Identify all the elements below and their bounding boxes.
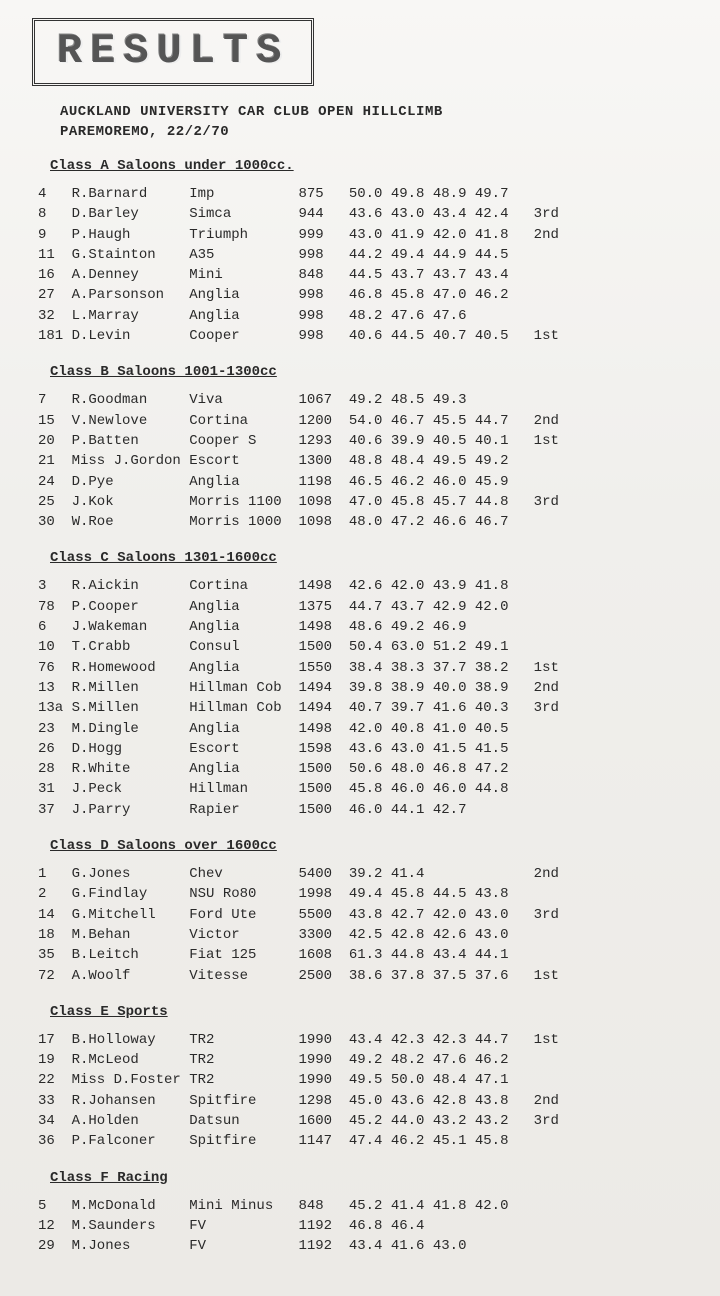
result-row: 13a S.Millen Hillman Cob 1494 40.7 39.7 … (38, 698, 688, 718)
result-row: 12 M.Saunders FV 1192 46.8 46.4 (38, 1216, 688, 1236)
class-header: Class E Sports (50, 1004, 688, 1020)
result-row: 10 T.Crabb Consul 1500 50.4 63.0 51.2 49… (38, 637, 688, 657)
sheet: RESULTS AUCKLAND UNIVERSITY CAR CLUB OPE… (0, 0, 720, 1296)
result-row: 35 B.Leitch Fiat 125 1608 61.3 44.8 43.4… (38, 945, 688, 965)
result-row: 34 A.Holden Datsun 1600 45.2 44.0 43.2 4… (38, 1111, 688, 1131)
results-body: Class A Saloons under 1000cc. 4 R.Barnard… (32, 158, 688, 1256)
result-row: 31 J.Peck Hillman 1500 45.8 46.0 46.0 44… (38, 779, 688, 799)
class-header: Class C Saloons 1301-1600cc (50, 550, 688, 566)
result-row: 8 D.Barley Simca 944 43.6 43.0 43.4 42.4… (38, 204, 688, 224)
class-header: Class F Racing (50, 1170, 688, 1186)
result-row: 9 P.Haugh Triumph 999 43.0 41.9 42.0 41.… (38, 225, 688, 245)
event-title: AUCKLAND UNIVERSITY CAR CLUB OPEN HILLCL… (60, 104, 688, 120)
result-row: 181 D.Levin Cooper 998 40.6 44.5 40.7 40… (38, 326, 688, 346)
result-row: 5 M.McDonald Mini Minus 848 45.2 41.4 41… (38, 1196, 688, 1216)
result-row: 13 R.Millen Hillman Cob 1494 39.8 38.9 4… (38, 678, 688, 698)
result-row: 22 Miss D.Foster TR2 1990 49.5 50.0 48.4… (38, 1070, 688, 1090)
result-row: 3 R.Aickin Cortina 1498 42.6 42.0 43.9 4… (38, 576, 688, 596)
result-row: 19 R.McLeod TR2 1990 49.2 48.2 47.6 46.2 (38, 1050, 688, 1070)
class-header: Class D Saloons over 1600cc (50, 838, 688, 854)
result-row: 24 D.Pye Anglia 1198 46.5 46.2 46.0 45.9 (38, 472, 688, 492)
result-row: 32 L.Marray Anglia 998 48.2 47.6 47.6 (38, 306, 688, 326)
result-row: 15 V.Newlove Cortina 1200 54.0 46.7 45.5… (38, 411, 688, 431)
result-row: 16 A.Denney Mini 848 44.5 43.7 43.7 43.4 (38, 265, 688, 285)
result-row: 14 G.Mitchell Ford Ute 5500 43.8 42.7 42… (38, 905, 688, 925)
result-row: 2 G.Findlay NSU Ro80 1998 49.4 45.8 44.5… (38, 884, 688, 904)
result-row: 33 R.Johansen Spitfire 1298 45.0 43.6 42… (38, 1091, 688, 1111)
result-row: 37 J.Parry Rapier 1500 46.0 44.1 42.7 (38, 800, 688, 820)
result-row: 7 R.Goodman Viva 1067 49.2 48.5 49.3 (38, 390, 688, 410)
result-row: 29 M.Jones FV 1192 43.4 41.6 43.0 (38, 1236, 688, 1256)
result-row: 76 R.Homewood Anglia 1550 38.4 38.3 37.7… (38, 658, 688, 678)
result-row: 20 P.Batten Cooper S 1293 40.6 39.9 40.5… (38, 431, 688, 451)
page-title: RESULTS (57, 27, 289, 75)
result-row: 30 W.Roe Morris 1000 1098 48.0 47.2 46.6… (38, 512, 688, 532)
class-header: Class B Saloons 1001-1300cc (50, 364, 688, 380)
result-row: 6 J.Wakeman Anglia 1498 48.6 49.2 46.9 (38, 617, 688, 637)
result-row: 25 J.Kok Morris 1100 1098 47.0 45.8 45.7… (38, 492, 688, 512)
result-row: 1 G.Jones Chev 5400 39.2 41.4 2nd (38, 864, 688, 884)
result-row: 11 G.Stainton A35 998 44.2 49.4 44.9 44.… (38, 245, 688, 265)
result-row: 28 R.White Anglia 1500 50.6 48.0 46.8 47… (38, 759, 688, 779)
event-info: PAREMOREMO, 22/2/70 (60, 124, 688, 140)
result-row: 18 M.Behan Victor 3300 42.5 42.8 42.6 43… (38, 925, 688, 945)
result-row: 23 M.Dingle Anglia 1498 42.0 40.8 41.0 4… (38, 719, 688, 739)
class-header: Class A Saloons under 1000cc. (50, 158, 688, 174)
result-row: 21 Miss J.Gordon Escort 1300 48.8 48.4 4… (38, 451, 688, 471)
result-row: 36 P.Falconer Spitfire 1147 47.4 46.2 45… (38, 1131, 688, 1151)
result-row: 78 P.Cooper Anglia 1375 44.7 43.7 42.9 4… (38, 597, 688, 617)
result-row: 4 R.Barnard Imp 875 50.0 49.8 48.9 49.7 (38, 184, 688, 204)
result-row: 26 D.Hogg Escort 1598 43.6 43.0 41.5 41.… (38, 739, 688, 759)
result-row: 27 A.Parsonson Anglia 998 46.8 45.8 47.0… (38, 285, 688, 305)
title-box: RESULTS (32, 18, 314, 86)
result-row: 72 A.Woolf Vitesse 2500 38.6 37.8 37.5 3… (38, 966, 688, 986)
result-row: 17 B.Holloway TR2 1990 43.4 42.3 42.3 44… (38, 1030, 688, 1050)
